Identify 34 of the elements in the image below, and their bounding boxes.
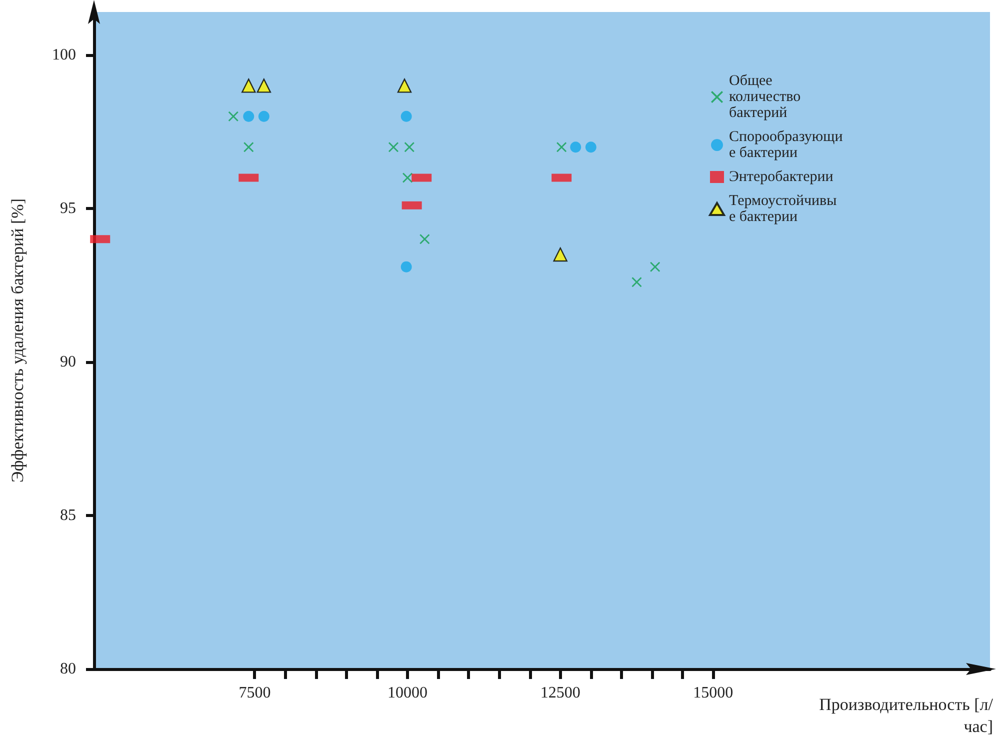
x-tick-label: 10000	[388, 684, 428, 702]
x-tick-label: 7500	[238, 684, 271, 702]
y-tick-label: 95	[60, 200, 76, 217]
y-tick-label: 80	[60, 660, 76, 678]
y-tick-label: 85	[60, 506, 76, 524]
point	[400, 110, 412, 122]
point	[258, 110, 270, 122]
point	[404, 142, 414, 152]
legend-label: Термоустойчивые бактерии	[729, 193, 837, 225]
point	[400, 261, 412, 272]
point	[397, 78, 412, 93]
point	[244, 142, 254, 152]
point	[256, 78, 272, 93]
point	[650, 262, 660, 272]
point	[632, 277, 642, 288]
point	[242, 78, 256, 93]
point	[228, 111, 238, 122]
x-tick-label: 12500	[540, 684, 580, 702]
point	[553, 247, 568, 262]
y-axis-title: Эффективность удаления бактерий [%]	[8, 198, 27, 482]
legend-label: Энтеробактерии	[729, 169, 834, 185]
legend-label: Общее количество бактерий	[729, 73, 804, 121]
point	[570, 142, 582, 153]
point	[420, 234, 430, 244]
point	[556, 142, 567, 152]
x-tick-label: 15000	[693, 684, 734, 702]
point	[388, 142, 398, 152]
point	[402, 172, 413, 183]
x-axis-title: Производительность [л/час]	[818, 694, 993, 738]
y-tick-label: 100	[52, 46, 76, 64]
legend-label: Спорообразующие бактерии	[729, 129, 843, 161]
point	[243, 110, 254, 122]
point	[585, 142, 596, 153]
y-tick-label: 90	[60, 353, 76, 370]
